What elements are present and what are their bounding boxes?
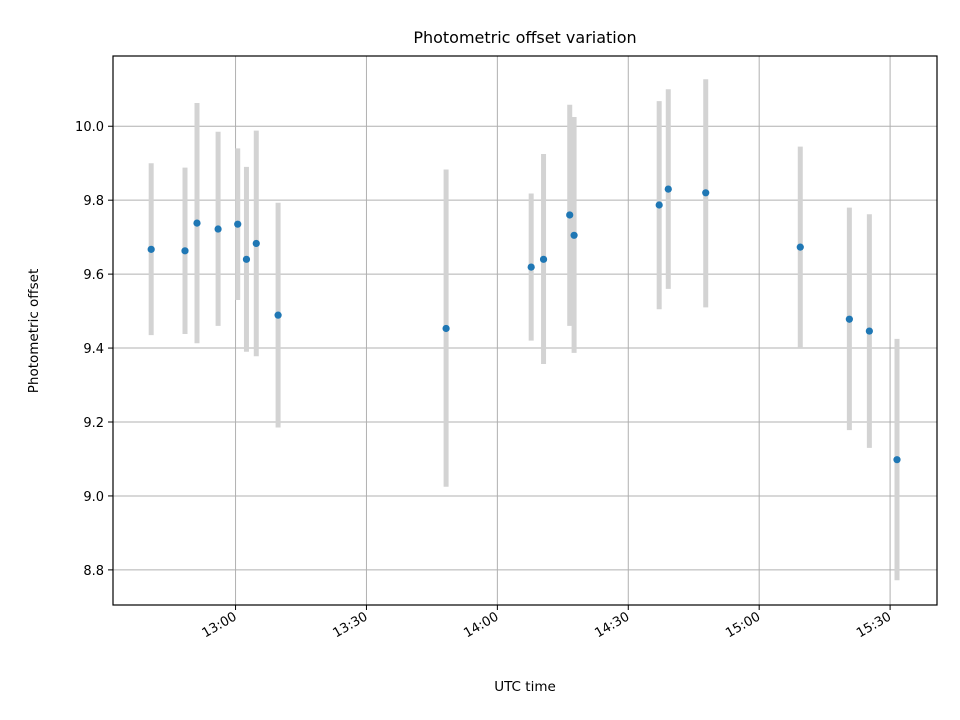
data-point bbox=[214, 225, 222, 233]
data-points bbox=[147, 185, 901, 464]
chart-title: Photometric offset variation bbox=[413, 28, 636, 47]
data-point bbox=[193, 219, 201, 227]
data-point bbox=[570, 231, 578, 239]
y-tick-label: 8.8 bbox=[83, 564, 104, 579]
data-point bbox=[539, 255, 548, 263]
data-point bbox=[893, 456, 901, 464]
y-tick-label: 10.0 bbox=[75, 120, 104, 135]
data-point bbox=[664, 185, 672, 193]
data-point bbox=[796, 243, 804, 251]
y-tick-label: 9.6 bbox=[83, 268, 104, 283]
data-point bbox=[865, 327, 873, 335]
y-tick-label: 9.2 bbox=[83, 416, 104, 431]
y-axis-ticks: 8.8 9.0 9.2 9.4 9.6 9.8 10.0 bbox=[75, 120, 113, 579]
data-point bbox=[252, 239, 260, 248]
y-tick-label: 9.4 bbox=[83, 342, 104, 357]
x-axis-label: UTC time bbox=[494, 679, 556, 695]
data-point bbox=[147, 245, 155, 253]
data-point bbox=[655, 201, 663, 209]
data-point bbox=[566, 211, 574, 219]
data-point bbox=[181, 247, 189, 255]
data-point bbox=[527, 263, 535, 271]
data-point bbox=[702, 189, 710, 197]
plot-frame bbox=[112, 55, 938, 606]
data-point bbox=[234, 220, 242, 228]
y-tick-label: 9.0 bbox=[83, 490, 104, 505]
data-point bbox=[845, 315, 853, 323]
data-point bbox=[242, 255, 251, 263]
data-point bbox=[274, 311, 282, 319]
y-tick-label: 9.8 bbox=[83, 194, 104, 209]
data-point bbox=[442, 324, 450, 333]
y-axis-label: Photometric offset bbox=[26, 269, 42, 393]
